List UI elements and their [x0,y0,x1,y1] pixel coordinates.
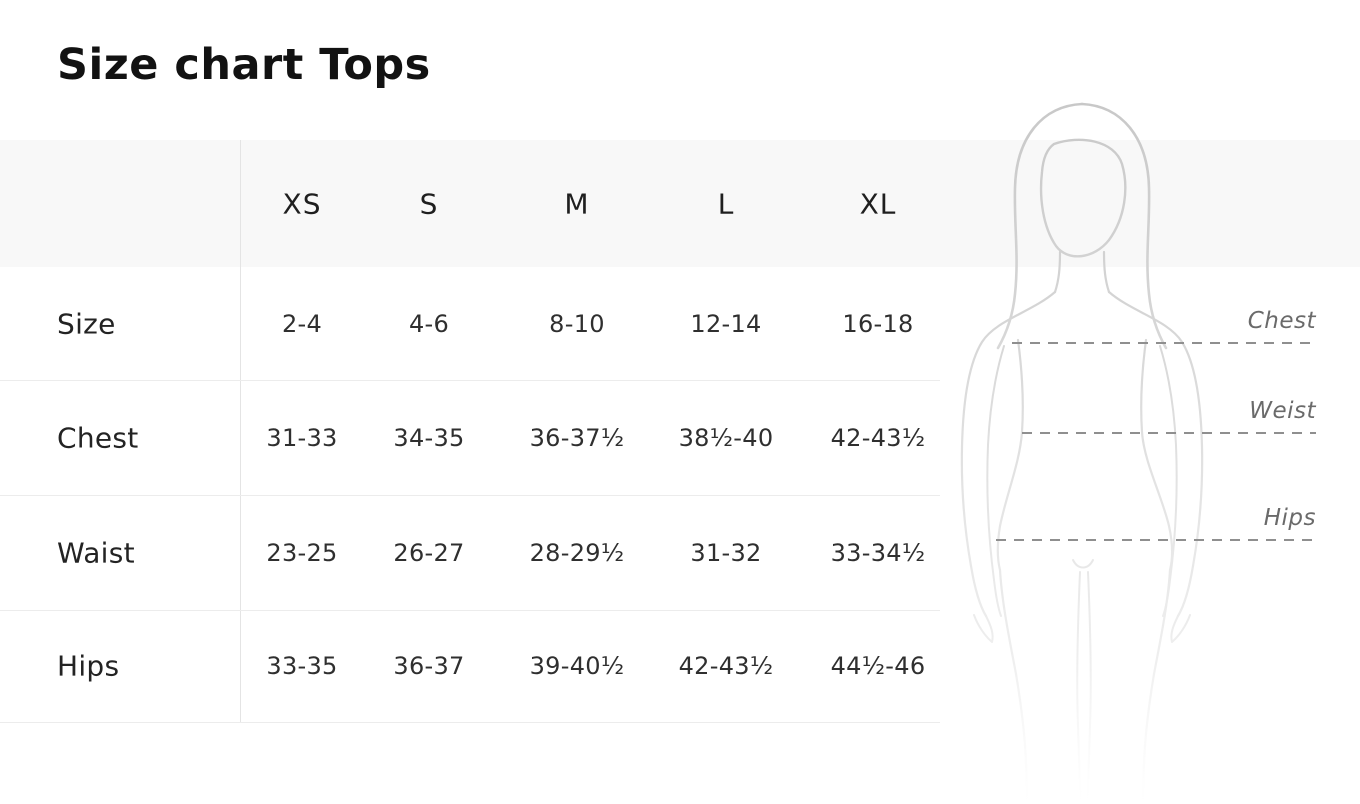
column-header-m: M [564,187,590,220]
table-cell: 16-18 [842,309,914,338]
row-label-waist: Waist [57,536,135,569]
table-header-band [0,140,1360,267]
row-border [0,380,940,381]
table-cell: 31-33 [266,423,338,452]
column-header-s: S [419,187,439,220]
table-cell: 33-35 [266,652,338,680]
table-vertical-divider [240,140,241,722]
row-label-size: Size [57,307,116,340]
table-cell: 26-27 [393,538,465,567]
row-border [0,495,940,496]
table-cell: 4-6 [408,309,450,338]
column-header-xs: XS [282,187,322,220]
table-row: Size 2-4 4-6 8-10 12-14 16-18 [0,267,940,380]
chest-measurement-label: Chest [1247,308,1316,334]
chest-measurement-line [1012,342,1316,344]
table-cell: 42-43½ [830,423,926,452]
table-header-row: XS S M L XL [0,140,940,267]
table-cell: 39-40½ [529,652,625,680]
table-cell: 36-37 [393,652,465,680]
table-cell: 31-32 [690,538,762,567]
waist-measurement-label: Weist [1249,398,1316,424]
row-border [0,722,940,723]
table-cell: 8-10 [549,309,605,338]
female-figure-svg [960,102,1204,804]
column-header-xl: XL [859,187,897,220]
table-cell: 42-43½ [678,652,774,680]
row-border [0,610,940,611]
row-label-chest: Chest [57,421,139,454]
table-cell: 34-35 [393,423,465,452]
table-cell: 38½-40 [678,423,774,452]
table-row: Hips 33-35 36-37 39-40½ 42-43½ 44½-46 [0,610,940,722]
hips-measurement-label: Hips [1263,505,1316,531]
female-figure-illustration [890,98,1340,804]
column-header-l: L [717,187,735,220]
row-label-hips: Hips [57,649,120,683]
table-row: Waist 23-25 26-27 28-29½ 31-32 33-34½ [0,495,940,610]
hips-measurement-line [996,539,1316,541]
waist-measurement-line [1022,432,1316,434]
table-row: Chest 31-33 34-35 36-37½ 38½-40 42-43½ [0,380,940,495]
table-cell: 33-34½ [830,538,926,567]
table-cell: 36-37½ [529,423,625,452]
table-cell: 12-14 [690,309,762,338]
table-cell: 23-25 [266,538,338,567]
page-title: Size chart Tops [57,40,431,90]
table-cell: 28-29½ [529,538,625,567]
table-cell: 2-4 [281,309,323,338]
table-cell: 44½-46 [830,652,926,680]
